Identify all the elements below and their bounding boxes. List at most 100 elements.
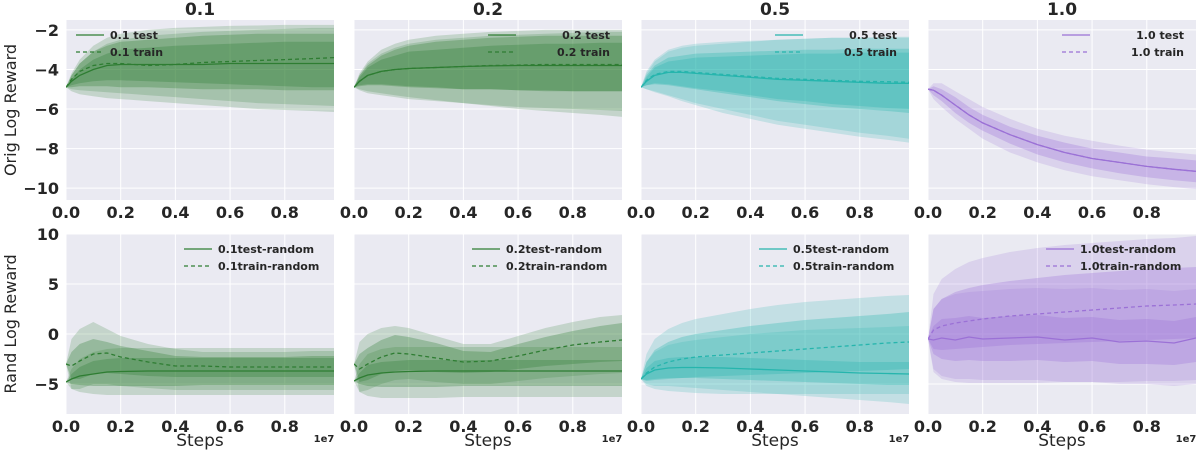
legend-label: 0.1test-random	[218, 243, 314, 256]
x-axis-exponent: 1e7	[1176, 434, 1196, 445]
band-0-5test-random-0	[641, 357, 909, 385]
x-axis-label: Steps	[751, 431, 799, 451]
plot-marks	[641, 36, 909, 143]
y-tick-label: 0	[48, 325, 59, 344]
x-axis-exponent: 1e7	[889, 434, 910, 445]
x-tick-label: 0.2	[682, 417, 710, 436]
subplot-1-1: 0.10.0 0.2 0.4 0.6 0.8−2−4−6−8−100.1 test0.1…	[23, 0, 334, 222]
x-tick-label: 0.6	[791, 203, 819, 222]
legend-label: 0.1 train	[110, 46, 163, 59]
legend-label: 0.5test-random	[793, 243, 889, 256]
x-tick-label: 0.2	[682, 203, 710, 222]
x-tick-label: 0.2	[107, 203, 135, 222]
plot-marks	[66, 24, 334, 112]
band-1-0train-random-1	[928, 236, 1196, 383]
x-axis-exponent: 1e7	[314, 434, 335, 445]
subplot-1-2: 0.2 0.0 0.2 0.4 0.6 0.8 0.2 test 0.2 train	[340, 0, 622, 222]
y-tick-label: −10	[23, 179, 59, 198]
x-tick-label: 0.0	[52, 203, 80, 222]
subplot-1-3: 0.5 0.0 0.2 0.4 0.6 0.8 0.5 test 0.5 train	[627, 0, 909, 222]
legend-label: 0.5train-random	[793, 260, 894, 273]
y-tick-label: 5	[48, 275, 59, 294]
x-tick-label: 0.2	[395, 203, 423, 222]
series-line-0-5test-random	[641, 366, 909, 380]
y-tick-label: −8	[34, 140, 59, 159]
x-tick-label: 0.6	[1078, 417, 1106, 436]
x-tick-label: 0.4	[1023, 417, 1051, 436]
band-0-5-test-1	[641, 36, 909, 143]
y-tick-label: −5	[34, 375, 59, 394]
y-tick-label: 10	[37, 225, 59, 244]
x-tick-label: 0.0	[627, 417, 655, 436]
legend-label: 1.0test-random	[1080, 243, 1176, 256]
row-y-axis-label: Rand Log Reward	[1, 254, 20, 393]
x-axis-label: Steps	[1038, 431, 1086, 451]
series-line-0-2-train	[354, 63, 622, 88]
band-0-5train-random-0	[641, 312, 909, 381]
x-tick-label: 0.0	[914, 417, 942, 436]
legend-label: 1.0 test	[1136, 29, 1184, 42]
x-tick-label: 0.4	[736, 203, 764, 222]
band-0-2train-random-0	[354, 323, 622, 382]
band-0-2train-random-1	[354, 315, 622, 392]
band-0-1-train-0	[66, 33, 334, 91]
x-axis-exponent: 1e7	[602, 434, 623, 445]
x-tick-label: 0.0	[627, 203, 655, 222]
plot-area	[641, 20, 909, 200]
plot-marks	[641, 295, 909, 404]
x-axis-label: Steps	[176, 431, 224, 451]
x-tick-label: 0.0	[914, 203, 942, 222]
band-0-2test-random-0	[354, 360, 622, 387]
subplot-title: 0.2	[473, 0, 503, 20]
band-0-5train-random-1	[641, 295, 909, 394]
series-line-1-0-train	[928, 88, 1196, 172]
x-tick-label: 0.8	[846, 203, 874, 222]
legend-label: 0.5 train	[844, 46, 897, 59]
x-tick-label: 0.2	[395, 417, 423, 436]
band-0-2-test-0	[354, 42, 622, 92]
x-tick-label: 0.8	[1133, 417, 1161, 436]
x-tick-label: 0.8	[271, 203, 299, 222]
x-tick-label: 0.6	[504, 417, 532, 436]
series-line-0-5-test	[641, 71, 909, 88]
x-tick-label: 0.4	[1023, 203, 1051, 222]
legend-label: 0.2train-random	[506, 260, 607, 273]
legend: 0.5 test 0.5 train	[775, 29, 897, 59]
series-line-0-2test-random	[354, 370, 622, 382]
plot-marks	[66, 322, 334, 395]
series-line-0-1train-random	[66, 352, 334, 368]
plot-area	[66, 20, 334, 200]
legend-label: 0.1 test	[110, 29, 158, 42]
band-0-5test-random-1	[641, 326, 909, 404]
x-tick-label: 0.4	[161, 203, 189, 222]
band-0-2test-random-1	[354, 347, 622, 398]
x-tick-label: 0.8	[1133, 203, 1161, 222]
x-tick-label: 0.4	[161, 417, 189, 436]
series-line-0-2train-random	[354, 339, 622, 370]
x-tick-label: 0.2	[107, 417, 135, 436]
band-0-2-test-1	[354, 31, 622, 117]
series-line-0-1-test	[66, 62, 334, 88]
x-tick-label: 0.8	[559, 203, 587, 222]
legend-label: 0.2test-random	[506, 243, 602, 256]
legend: 0.1test-random 0.1train-random	[184, 243, 319, 273]
band-1-0train-random-0	[928, 267, 1196, 350]
legend: 0.1 test 0.1 train	[76, 29, 163, 59]
x-tick-label: 0.6	[504, 203, 532, 222]
legend: 0.5test-random 0.5train-random	[759, 243, 894, 273]
band-1-0-test-0	[928, 86, 1196, 183]
x-tick-label: 0.4	[449, 417, 477, 436]
series-line-1-0test-random	[928, 336, 1196, 344]
legend-label: 1.0 train	[1131, 46, 1184, 59]
legend-label: 0.2 train	[557, 46, 610, 59]
band-0-5-test-0	[641, 52, 909, 113]
band-0-2-train-1	[354, 29, 622, 111]
x-tick-label: 0.8	[846, 417, 874, 436]
legend: 0.2test-random 0.2train-random	[472, 243, 607, 273]
legend-label: 0.2 test	[562, 29, 610, 42]
legend-label: 0.1train-random	[218, 260, 319, 273]
band-1-0test-random-1	[928, 288, 1196, 386]
plot-area	[354, 20, 622, 200]
